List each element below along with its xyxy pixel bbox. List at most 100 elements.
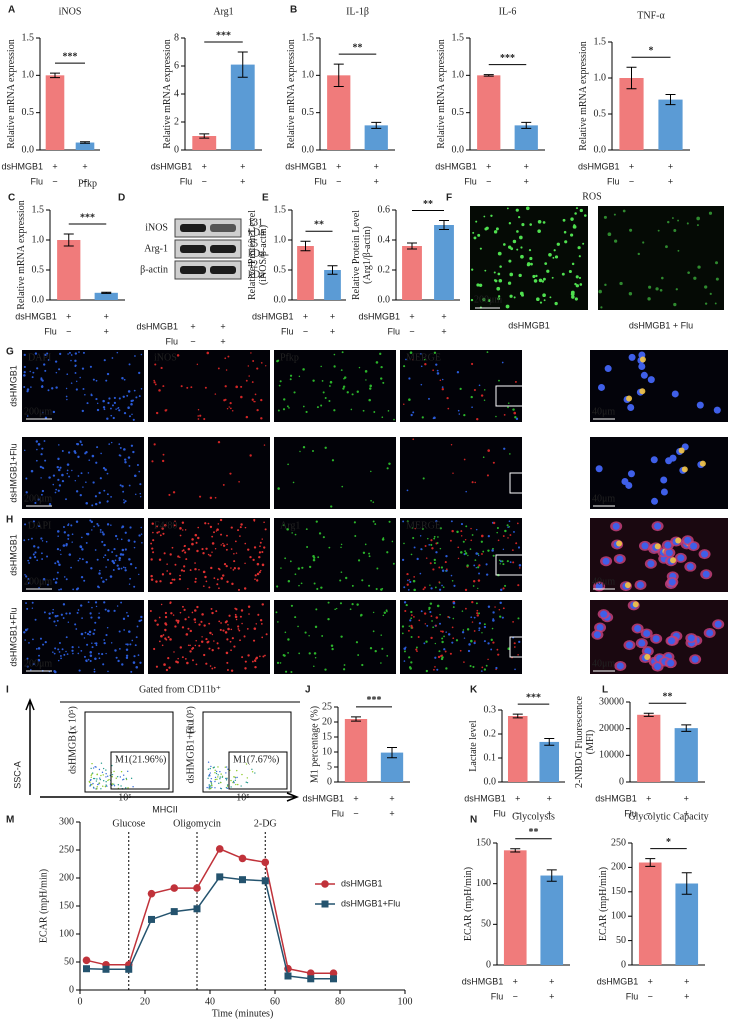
cell — [141, 541, 143, 544]
cell — [297, 567, 301, 570]
cell — [74, 359, 77, 363]
cell — [305, 410, 308, 414]
cell — [76, 443, 80, 446]
cell — [135, 636, 138, 639]
cell — [435, 616, 439, 619]
cell — [165, 623, 168, 626]
ros-spot — [578, 255, 581, 258]
cell — [81, 409, 85, 413]
bar — [192, 136, 217, 150]
cell — [412, 537, 415, 540]
cell — [226, 580, 229, 583]
condition-mark: + — [684, 991, 689, 1001]
cell — [62, 617, 65, 619]
event — [227, 768, 229, 770]
cell — [173, 651, 175, 653]
event — [251, 768, 253, 771]
ros-spot — [693, 276, 697, 280]
condition-mark: + — [513, 976, 518, 986]
cell — [70, 359, 72, 362]
cell — [46, 555, 49, 558]
cell — [187, 616, 190, 619]
ros-spot — [539, 301, 543, 304]
error-bar — [101, 291, 112, 294]
y-axis-label: Relative mRNA expression — [286, 39, 297, 148]
cell — [27, 577, 30, 581]
cell — [283, 398, 286, 401]
cell — [513, 646, 516, 648]
event — [221, 776, 224, 778]
cell — [362, 551, 366, 554]
cell — [115, 408, 117, 410]
bar — [619, 78, 644, 150]
cell — [83, 637, 86, 639]
marker — [83, 965, 90, 973]
cell — [477, 587, 479, 590]
condition-mark: + — [389, 808, 394, 818]
cell — [331, 459, 335, 462]
cell — [48, 617, 51, 620]
cell — [517, 654, 519, 656]
cell — [62, 544, 66, 547]
cell — [183, 545, 186, 548]
cell — [436, 542, 439, 544]
event — [111, 784, 113, 786]
event — [225, 766, 228, 768]
cell — [430, 539, 433, 542]
y-tick-label: 150 — [476, 837, 491, 848]
cell — [504, 584, 507, 587]
cell — [186, 386, 189, 389]
cell — [103, 408, 106, 411]
cell — [76, 611, 79, 614]
event — [246, 777, 249, 779]
cell — [205, 580, 208, 583]
cell — [94, 495, 98, 498]
event — [95, 766, 97, 768]
y-tick-label: 0.6 — [378, 204, 391, 215]
event — [214, 772, 216, 774]
error-bar — [351, 716, 361, 722]
cell — [48, 476, 51, 479]
legend-label: dsHMGB1+Flu — [341, 898, 400, 908]
cell — [491, 627, 494, 630]
cell — [123, 499, 125, 501]
zoom-nucleus — [686, 563, 694, 571]
cell — [502, 587, 505, 590]
cell — [220, 544, 222, 546]
cell — [414, 527, 417, 530]
cell — [182, 529, 184, 531]
cell — [40, 552, 43, 555]
cell — [160, 634, 163, 638]
marker — [239, 876, 246, 884]
cell — [23, 371, 26, 374]
cell — [328, 546, 331, 549]
cell — [340, 635, 343, 638]
cell — [435, 551, 438, 554]
cell — [507, 406, 509, 409]
cell — [26, 657, 29, 660]
marker — [170, 884, 179, 892]
cell — [316, 406, 319, 409]
cell — [372, 630, 375, 633]
cell — [277, 621, 279, 623]
cell — [237, 529, 240, 532]
cell — [233, 567, 237, 570]
event — [220, 773, 222, 775]
cell — [494, 606, 496, 608]
cell — [241, 656, 244, 659]
cell — [65, 544, 68, 547]
cell — [226, 669, 229, 672]
ros-spot — [671, 217, 674, 219]
cell — [438, 622, 442, 625]
cell — [507, 537, 509, 539]
cell — [485, 573, 489, 576]
cell — [122, 617, 126, 621]
cell — [160, 603, 163, 606]
cell — [357, 559, 361, 562]
y-tick-label: 1.0 — [32, 234, 45, 245]
cell — [452, 617, 455, 620]
cell — [56, 530, 60, 533]
event — [93, 777, 96, 780]
ros-spot — [535, 274, 538, 278]
cell — [254, 578, 256, 581]
